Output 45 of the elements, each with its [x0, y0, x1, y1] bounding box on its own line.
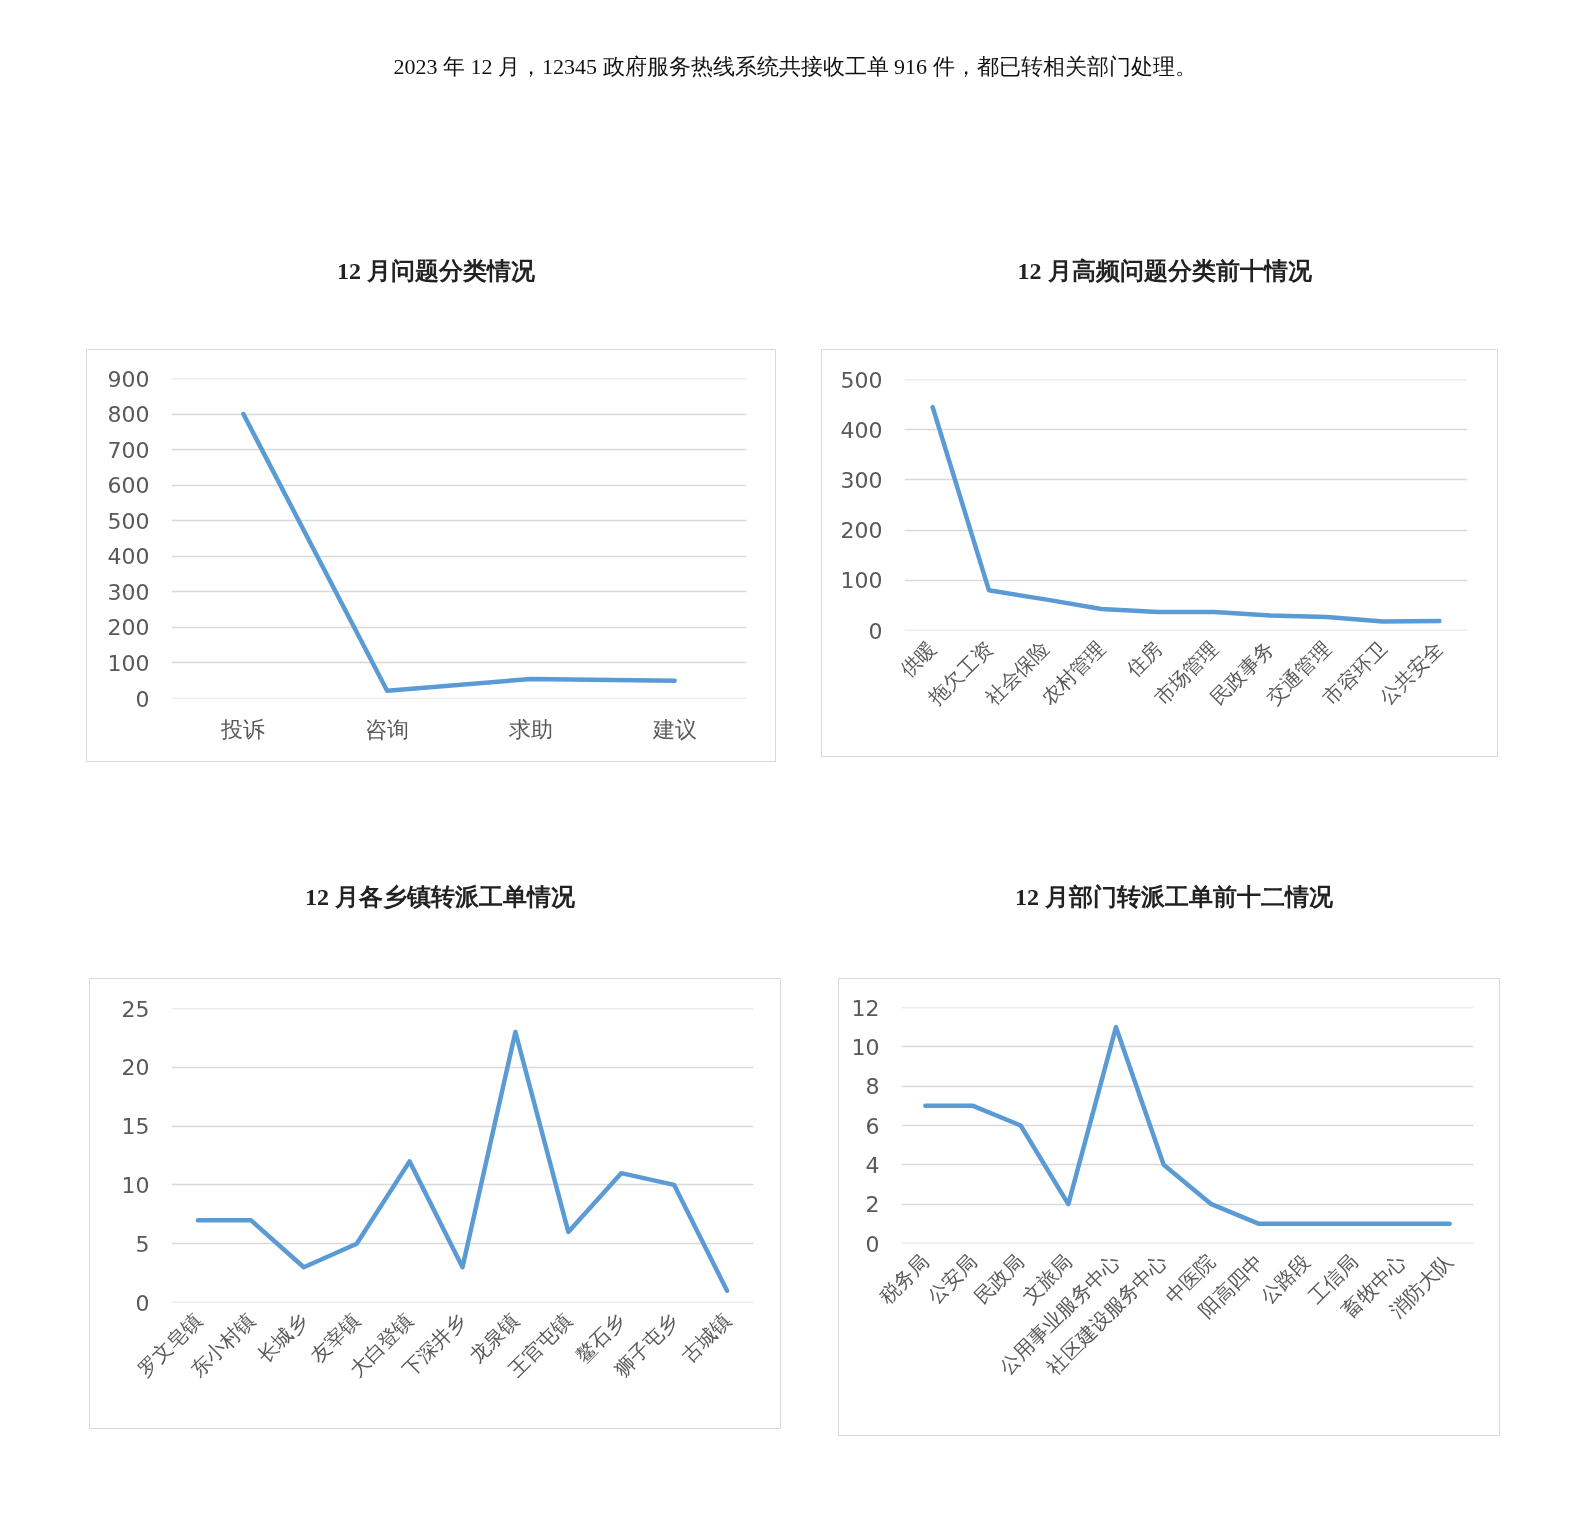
y-tick-label: 700 [107, 437, 150, 463]
chart-title: 12 月部门转派工单前十二情况 [1015, 883, 1333, 912]
y-tick-label: 2 [865, 1192, 880, 1218]
line-series [930, 404, 1442, 624]
y-tick-label: 600 [107, 473, 150, 499]
x-tick-label: 建议 [651, 716, 697, 742]
y-tick-label: 400 [840, 417, 883, 443]
y-tick-label: 15 [121, 1114, 150, 1140]
y-tick-label: 8 [865, 1074, 880, 1100]
line-series [923, 1024, 1452, 1227]
chart-title: 12 月问题分类情况 [337, 257, 535, 286]
x-tick-label: 求助 [508, 716, 553, 742]
y-tick-label: 800 [107, 402, 150, 428]
x-tick-label: 投诉 [220, 716, 266, 742]
line-series [195, 1029, 730, 1293]
y-tick-label: 6 [865, 1113, 880, 1139]
y-tick-label: 20 [121, 1055, 150, 1081]
y-tick-label: 100 [107, 650, 150, 676]
y-tick-label: 300 [840, 467, 883, 493]
y-tick-label: 12 [851, 995, 880, 1021]
y-tick-label: 5 [135, 1231, 150, 1257]
y-tick-label: 100 [840, 568, 883, 594]
y-tick-label: 300 [107, 579, 150, 605]
x-tick-label: 供暖 [895, 636, 942, 682]
x-tick-label: 住房 [1120, 636, 1167, 682]
y-tick-label: 10 [851, 1034, 880, 1060]
y-tick-label: 0 [865, 1231, 880, 1257]
x-tick-label: 古城镇 [676, 1308, 736, 1368]
y-tick-label: 10 [121, 1172, 150, 1198]
y-tick-label: 4 [865, 1152, 880, 1178]
y-tick-label: 500 [840, 367, 883, 393]
y-tick-label: 900 [107, 366, 150, 392]
y-tick-label: 25 [121, 996, 150, 1022]
chart-title: 12 月高频问题分类前十情况 [1017, 257, 1312, 286]
text: 2023 年 12 月，12345 政府服务热线系统共接收工单 916 件，都已转相关部门处理。 [393, 53, 1197, 81]
y-tick-label: 200 [840, 518, 883, 544]
y-tick-label: 0 [135, 1290, 150, 1316]
y-tick-label: 200 [107, 615, 150, 641]
line-series [241, 411, 677, 693]
y-tick-label: 0 [868, 618, 883, 644]
y-tick-label: 0 [135, 686, 150, 712]
x-tick-label: 咨询 [365, 716, 410, 742]
y-tick-label: 500 [107, 508, 150, 534]
y-tick-label: 400 [107, 544, 150, 570]
chart-title: 12 月各乡镇转派工单情况 [305, 883, 575, 912]
